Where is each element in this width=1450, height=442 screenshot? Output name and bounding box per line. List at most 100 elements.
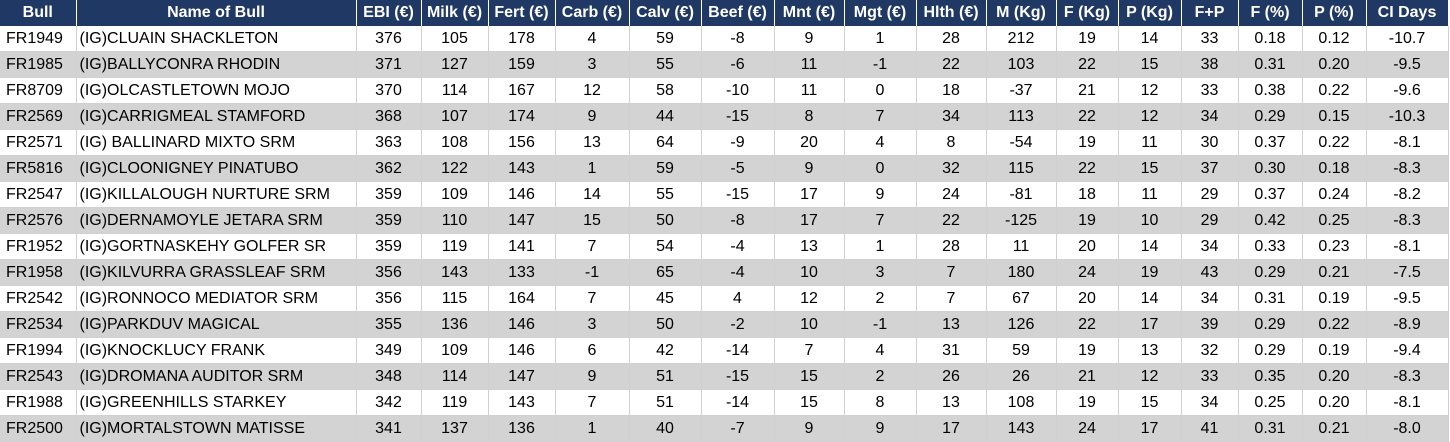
table-cell: 40 (629, 415, 702, 442)
table-cell: 143 (488, 155, 556, 182)
table-cell: 141 (488, 233, 556, 260)
table-cell: 9 (555, 103, 630, 130)
bull-code-cell: FR2576 (0, 207, 77, 234)
table-cell: 32 (1181, 337, 1239, 364)
table-cell: 32 (916, 155, 987, 182)
table-cell: -10 (701, 77, 775, 104)
table-cell: 6 (555, 337, 630, 364)
table-cell: 14 (1118, 233, 1182, 260)
table-cell: 376 (356, 26, 422, 52)
table-header: Bull Name of Bull EBI (€) Milk (€) Fert (€) C… (0, 0, 1449, 26)
table-cell: 349 (356, 337, 422, 364)
table-cell: 362 (356, 155, 422, 182)
table-cell: 0.19 (1302, 337, 1367, 364)
table-cell: -6 (701, 51, 775, 78)
table-cell: 0.12 (1302, 26, 1367, 52)
table-row: FR1994 (IG)KNOCKLUCY FRANK 349 109 146 6 42 -14… (0, 337, 1449, 364)
table-cell: 8 (916, 129, 987, 156)
table-cell: 10 (774, 259, 845, 286)
header-row: Bull Name of Bull EBI (€) Milk (€) Fert (€) C… (0, 0, 1449, 26)
table-cell: -37 (986, 77, 1057, 104)
table-cell: 7 (774, 337, 845, 364)
table-cell: 342 (356, 389, 422, 416)
table-cell: 359 (356, 207, 422, 234)
table-cell: 33 (1181, 363, 1239, 390)
column-header: F+P (1181, 0, 1239, 26)
table-cell: 26 (986, 363, 1057, 390)
table-cell: 13 (555, 129, 630, 156)
table-cell: 14 (555, 181, 630, 208)
column-header: CI Days (1366, 0, 1449, 26)
table-cell: 0.25 (1302, 207, 1367, 234)
table-cell: 17 (1118, 311, 1182, 338)
table-cell: -8.3 (1366, 155, 1449, 182)
table-cell: 371 (356, 51, 422, 78)
table-cell: 9 (774, 26, 845, 52)
table-cell: 108 (421, 129, 489, 156)
table-cell: 109 (421, 181, 489, 208)
table-cell: 28 (916, 26, 987, 52)
table-cell: 44 (629, 103, 702, 130)
table-cell: 59 (986, 337, 1057, 364)
table-cell: 19 (1118, 259, 1182, 286)
table-cell: 15 (774, 363, 845, 390)
table-cell: 11 (774, 51, 845, 78)
table-cell: -10.7 (1366, 26, 1449, 52)
table-cell: 0.21 (1302, 415, 1367, 442)
table-cell: 22 (1056, 311, 1119, 338)
table-cell: 0.15 (1302, 103, 1367, 130)
column-header: Mgt (€) (844, 0, 917, 26)
table-cell: 0.31 (1238, 415, 1303, 442)
table-cell: 156 (488, 129, 556, 156)
bull-name-cell: (IG)KILVURRA GRASSLEAF SRM (76, 259, 357, 286)
table-cell: 0.25 (1238, 389, 1303, 416)
table-cell: 9 (844, 181, 917, 208)
table-cell: 12 (1118, 77, 1182, 104)
table-cell: 146 (488, 337, 556, 364)
table-cell: -8.0 (1366, 415, 1449, 442)
table-cell: 3 (555, 51, 630, 78)
table-cell: 359 (356, 233, 422, 260)
table-cell: 119 (421, 233, 489, 260)
table-cell: 34 (1181, 389, 1239, 416)
table-cell: 58 (629, 77, 702, 104)
table-cell: 341 (356, 415, 422, 442)
bull-code-cell: FR1985 (0, 51, 77, 78)
table-cell: 24 (1056, 259, 1119, 286)
table-cell: 0.30 (1238, 155, 1303, 182)
column-header: Fert (€) (488, 0, 556, 26)
table-cell: 11 (1118, 181, 1182, 208)
table-cell: 0.23 (1302, 233, 1367, 260)
table-cell: 59 (629, 26, 702, 52)
table-cell: 42 (629, 337, 702, 364)
table-cell: -15 (701, 181, 775, 208)
table-cell: 20 (1056, 233, 1119, 260)
table-cell: -8 (701, 207, 775, 234)
table-cell: 10 (774, 311, 845, 338)
table-cell: 0.22 (1302, 77, 1367, 104)
table-cell: 34 (1181, 285, 1239, 312)
bull-name-cell: (IG)KNOCKLUCY FRANK (76, 337, 357, 364)
table-cell: 110 (421, 207, 489, 234)
table-cell: -14 (701, 337, 775, 364)
table-cell: 50 (629, 207, 702, 234)
table-row: FR2576 (IG)DERNAMOYLE JETARA SRM 359 110 147… (0, 207, 1449, 234)
table-cell: -9.6 (1366, 77, 1449, 104)
table-cell: 43 (1181, 259, 1239, 286)
table-cell: -125 (986, 207, 1057, 234)
table-cell: 119 (421, 389, 489, 416)
table-cell: 26 (916, 363, 987, 390)
bull-name-cell: (IG)OLCASTLETOWN MOJO (76, 77, 357, 104)
table-cell: 2 (844, 363, 917, 390)
table-cell: 115 (986, 155, 1057, 182)
table-cell: 212 (986, 26, 1057, 52)
table-cell: 147 (488, 207, 556, 234)
table-cell: 368 (356, 103, 422, 130)
bull-code-cell: FR2547 (0, 181, 77, 208)
bull-code-cell: FR2543 (0, 363, 77, 390)
column-header: Milk (€) (421, 0, 489, 26)
table-cell: 12 (555, 77, 630, 104)
table-cell: 59 (629, 155, 702, 182)
bull-name-cell: (IG) BALLINARD MIXTO SRM (76, 129, 357, 156)
table-cell: 143 (488, 389, 556, 416)
